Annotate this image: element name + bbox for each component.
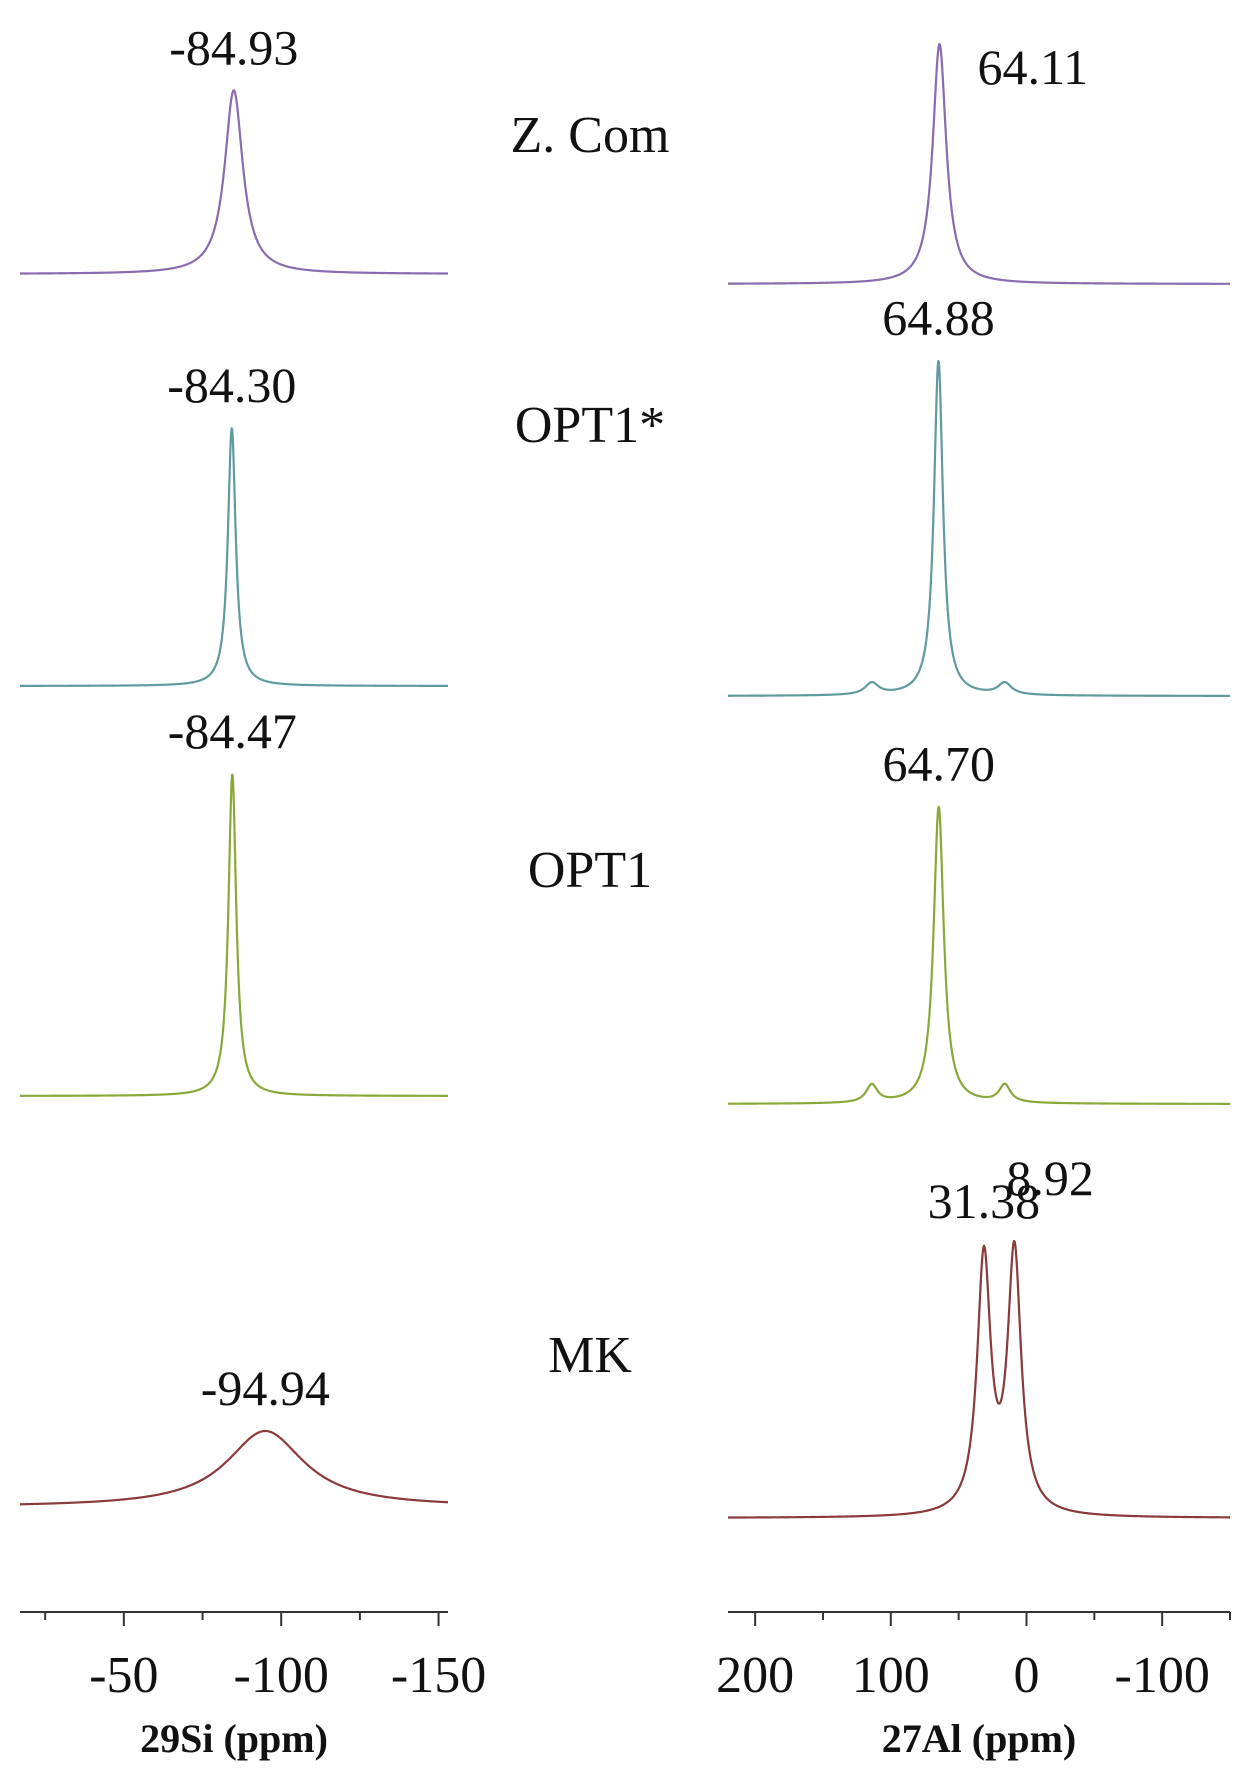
spectrum-si-mk: [19, 1429, 449, 1506]
spectrum-al-z-com: [727, 42, 1231, 285]
peak-label-al-opt1: 64.88: [882, 290, 995, 346]
peak-label-si-opt1: -84.30: [167, 357, 296, 413]
peak-label-al-mk: 31.38: [928, 1173, 1041, 1229]
x-tick-label-al: 0: [1014, 1647, 1040, 1704]
peak-label-al-mk: 8.92: [1006, 1150, 1094, 1206]
peak-label-al-z-com: 64.11: [978, 39, 1089, 95]
spectrum-si-opt1: [19, 773, 449, 1097]
peak-label-si-opt1: -84.47: [168, 703, 297, 759]
spectrum-al-opt1: [727, 359, 1231, 697]
x-axis-title-al: 27Al (ppm): [882, 1716, 1076, 1761]
peak-label-si-z-com: -84.93: [169, 19, 298, 75]
sample-label-opt1: OPT1: [528, 842, 652, 899]
sample-label-mk: MK: [548, 1327, 632, 1384]
peak-label-al-opt1: 64.70: [882, 736, 995, 792]
x-tick-label-si: -150: [391, 1647, 486, 1704]
peak-label-si-mk: -94.94: [201, 1360, 330, 1416]
x-axis-title-si: 29Si (ppm): [140, 1716, 328, 1761]
x-tick-label-al: 100: [852, 1647, 930, 1704]
x-tick-label-si: -100: [234, 1647, 329, 1704]
spectrum-si-z-com: [19, 89, 449, 275]
spectrum-al-mk: [727, 1239, 1231, 1519]
sample-label-opt1: OPT1*: [515, 397, 665, 454]
x-tick-label-al: 200: [716, 1647, 794, 1704]
spectrum-si-opt1: [19, 427, 449, 687]
x-tick-label-al: -100: [1115, 1647, 1210, 1704]
x-tick-label-si: -50: [89, 1647, 158, 1704]
spectrum-al-opt1: [727, 805, 1231, 1105]
sample-label-z-com: Z. Com: [511, 107, 670, 164]
